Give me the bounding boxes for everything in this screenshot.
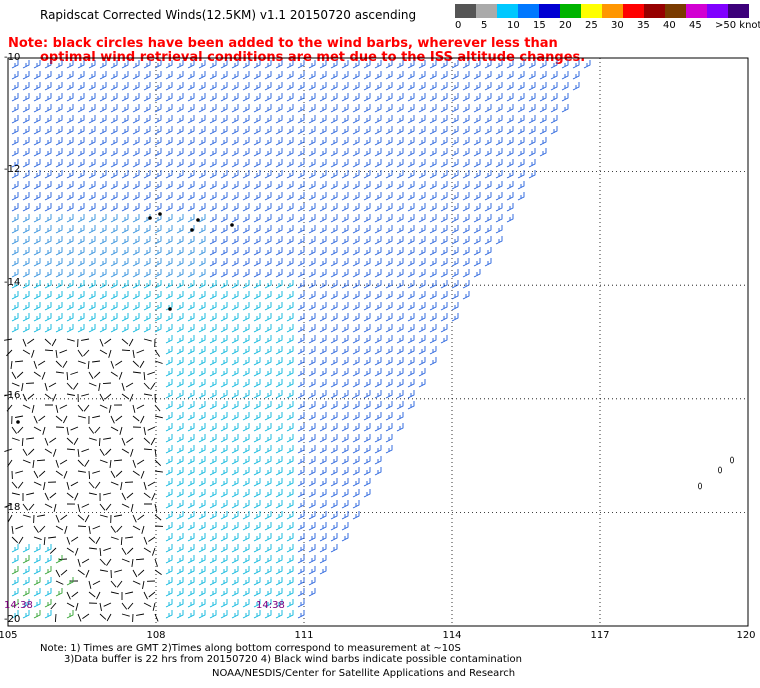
legend-label: 30 [611, 20, 624, 31]
quality-flag-circle [230, 223, 234, 227]
legend-swatch [728, 4, 749, 18]
quality-flag-circle [158, 212, 162, 216]
map-title: Rapidscat Corrected Winds(12.5KM) v1.1 2… [40, 8, 417, 22]
legend-swatch [707, 4, 728, 18]
island-outline [718, 466, 723, 474]
time-label-right: 14:38 [256, 600, 285, 611]
footer-credit: NOAA/NESDIS/Center for Satellite Applica… [212, 668, 516, 679]
legend-color-bar [455, 4, 749, 18]
legend-labels: 0 5 10 15 20 25 30 35 40 45 >50 knots [455, 18, 760, 32]
legend-label: 10 [507, 20, 520, 31]
time-label-left: 14:38 [4, 600, 33, 611]
islands [698, 456, 735, 490]
legend-swatch [476, 4, 497, 18]
legend-label: 35 [637, 20, 650, 31]
island-outline [698, 482, 703, 490]
legend-swatch [644, 4, 665, 18]
legend-label: 45 [689, 20, 702, 31]
legend-swatch [686, 4, 707, 18]
legend-swatch [560, 4, 581, 18]
legend-swatch [623, 4, 644, 18]
legend-swatch [581, 4, 602, 18]
y-tick-18: -18 [4, 502, 21, 513]
y-tick-20: -20 [4, 614, 21, 625]
legend-label: 15 [533, 20, 546, 31]
legend-label: 20 [559, 20, 572, 31]
x-tick-120: 120 [736, 630, 756, 641]
map-frame [7, 57, 749, 627]
legend-swatch [455, 4, 476, 18]
legend-label: 5 [481, 20, 488, 31]
quality-flag-circle [196, 218, 200, 222]
legend-label: >50 knots [715, 20, 760, 31]
wind-barb-group [11, 555, 74, 619]
wind-barb-group [11, 280, 294, 619]
wind-barb-group [11, 60, 591, 619]
quality-flag-circle [16, 420, 20, 424]
x-tick-111: 111 [294, 630, 314, 641]
legend-label: 25 [585, 20, 598, 31]
legend-label: 0 [455, 20, 462, 31]
legend-swatch [518, 4, 539, 18]
legend-swatch [602, 4, 623, 18]
wind-barb-group [11, 214, 206, 278]
x-tick-117: 117 [590, 630, 610, 641]
y-tick-12: -12 [4, 164, 21, 175]
x-tick-105: 105 [0, 630, 18, 641]
footer-note-line-1: Note: 1) Times are GMT 2)Times along bot… [40, 643, 461, 654]
island-outline [730, 456, 735, 464]
quality-flag-circle [148, 216, 152, 220]
y-tick-10: -10 [4, 52, 21, 63]
wind-barbs [4, 60, 591, 623]
legend-label: 40 [663, 20, 676, 31]
note-line-1: Note: black circles have been added to t… [8, 36, 558, 51]
legend-swatch [497, 4, 518, 18]
wind-barb-group [4, 338, 164, 623]
legend-swatch [539, 4, 560, 18]
lat-lon-grid [8, 58, 748, 626]
quality-flag-circle [168, 307, 172, 311]
quality-flag-circle [190, 228, 194, 232]
x-tick-108: 108 [146, 630, 166, 641]
x-tick-114: 114 [442, 630, 462, 641]
y-tick-16: -16 [4, 390, 21, 401]
legend-swatch [665, 4, 686, 18]
footer-note-line-2: 3)Data buffer is 22 hrs from 20150720 4)… [64, 654, 522, 665]
wind-speed-legend: 0 5 10 15 20 25 30 35 40 45 >50 knots [455, 4, 760, 32]
y-tick-14: -14 [4, 277, 21, 288]
